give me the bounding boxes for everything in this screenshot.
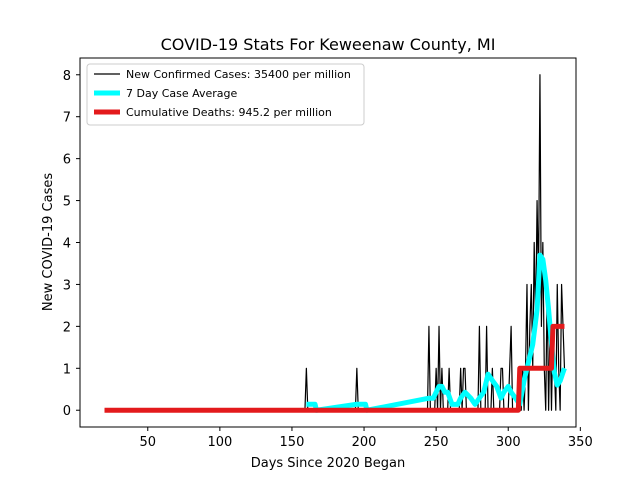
legend: New Confirmed Cases: 35400 per million 7 …: [86, 63, 365, 126]
y-tick-label: 8: [63, 69, 71, 84]
cumulative-deaths-line: [104, 323, 565, 413]
seven-day-average-line: [306, 252, 567, 413]
x-tick-label: 300: [496, 435, 521, 450]
chart-title: COVID-19 Stats For Keweenaw County, MI: [161, 35, 496, 54]
y-tick-label: 1: [63, 362, 71, 377]
x-tick-label: 250: [424, 435, 449, 450]
y-tick-label: 2: [63, 320, 71, 335]
x-axis-label: Days Since 2020 Began: [251, 456, 406, 471]
x-axis: 50 100 150 200 250 300 350: [139, 427, 593, 450]
y-axis-label: New COVID-19 Cases: [41, 173, 56, 311]
x-tick-label: 150: [280, 435, 305, 450]
legend-entry: Cumulative Deaths: 945.2 per million: [126, 106, 332, 119]
plot-area: [104, 74, 567, 413]
legend-entry: 7 Day Case Average: [126, 87, 238, 100]
y-axis: 0 1 2 3 4 5 6 7 8: [63, 69, 80, 419]
x-tick-label: 100: [207, 435, 232, 450]
y-tick-label: 3: [63, 278, 71, 293]
y-tick-label: 0: [63, 404, 71, 419]
legend-frame: [86, 63, 365, 126]
x-tick-label: 350: [568, 435, 593, 450]
y-tick-label: 4: [63, 237, 71, 252]
x-tick-label: 50: [139, 435, 156, 450]
y-tick-label: 5: [63, 195, 71, 210]
y-tick-label: 7: [63, 111, 71, 126]
x-tick-label: 200: [352, 435, 377, 450]
legend-entry: New Confirmed Cases: 35400 per million: [126, 68, 351, 81]
y-tick-label: 6: [63, 153, 71, 168]
